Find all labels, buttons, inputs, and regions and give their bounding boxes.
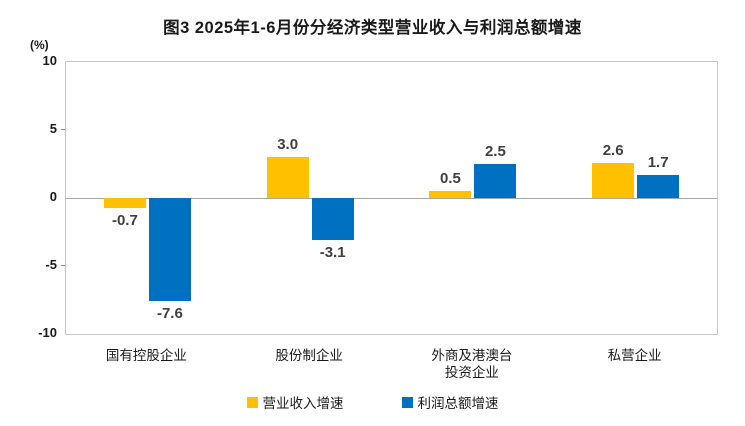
legend: 营业收入增速 利润总额增速: [0, 392, 745, 412]
bar-value-label: -7.6: [156, 305, 183, 323]
bar-series0-cat1: [266, 157, 309, 198]
legend-label: 营业收入增速: [262, 396, 344, 411]
bar-series0-cat2: [429, 191, 472, 198]
legend-label: 利润总额增速: [417, 396, 499, 411]
bar-value-label: -0.7: [111, 211, 138, 229]
bar-value-label: 1.7: [647, 153, 669, 171]
x-category-label: 私营企业: [607, 348, 662, 363]
zero-baseline: [66, 198, 717, 199]
legend-item-series1: 利润总额增速: [401, 392, 499, 412]
bar-value-label: 3.0: [277, 136, 299, 154]
y-tick-label: 0: [49, 189, 57, 204]
plot-area: -0.7 -7.6 3.0 -3.1 0.5 2.5 2.6 1.7: [65, 61, 718, 335]
bar-series1-cat0: [148, 198, 191, 302]
bar-series0-cat0: [103, 198, 146, 208]
y-tick-label: 10: [42, 53, 57, 68]
legend-item-series0: 营业收入增速: [246, 392, 344, 412]
bar-value-label: 2.5: [484, 143, 506, 160]
bar-value-label: -3.1: [319, 244, 346, 262]
x-category-label: 国有控股企业: [105, 348, 187, 363]
legend-swatch-icon: [401, 396, 413, 408]
bar-series1-cat3: [637, 174, 680, 198]
legend-swatch-icon: [246, 396, 258, 408]
bar-series0-cat3: [592, 162, 635, 198]
chart-title: 图3 2025年1-6月份分经济类型营业收入与利润总额增速: [163, 19, 582, 37]
bar-series1-cat1: [311, 198, 354, 241]
bar-value-label: 2.6: [602, 141, 624, 159]
bar-series1-cat2: [474, 164, 517, 198]
y-axis-unit-label: (%): [30, 38, 49, 52]
y-tick-label: 5: [49, 121, 57, 136]
y-tick-mark: [61, 129, 65, 130]
y-tick-label: -10: [38, 325, 57, 340]
y-tick-label: -5: [45, 257, 57, 272]
x-category-label: 外商及港澳台 投资企业: [431, 348, 513, 380]
bar-value-label: 0.5: [439, 170, 461, 188]
y-tick-mark: [61, 265, 65, 266]
x-category-label: 股份制企业: [275, 348, 343, 363]
